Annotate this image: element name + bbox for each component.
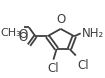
Text: O: O: [57, 13, 66, 26]
Text: Cl: Cl: [48, 62, 59, 75]
Text: O: O: [18, 28, 27, 41]
Text: NH₂: NH₂: [82, 27, 105, 40]
Text: CH₃: CH₃: [1, 28, 21, 38]
Text: O: O: [18, 31, 27, 44]
Text: Cl: Cl: [77, 58, 89, 72]
